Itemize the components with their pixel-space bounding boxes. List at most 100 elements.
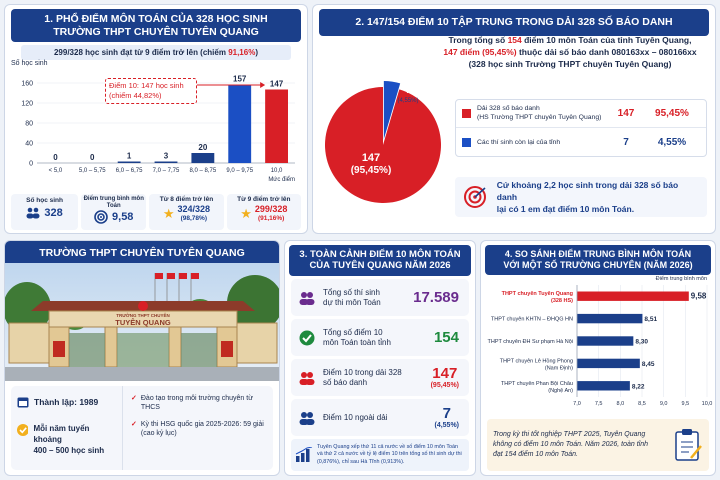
row-value-sub: (95,45%): [430, 381, 459, 389]
bar: [117, 161, 141, 163]
comparison-note: Trong kỳ thi tốt nghiệp THPT 2025, Tuyên…: [487, 419, 709, 471]
pie-label: 7: [406, 86, 411, 95]
x-tick-label: 9,0 – 9,75: [226, 168, 253, 174]
bar: [265, 89, 288, 163]
x-tick-label: 9,0: [660, 401, 668, 407]
row-value: 17.589: [413, 289, 459, 306]
people-icon: [299, 291, 315, 305]
intake-line1: Mỗi năm tuyển khoảng: [33, 424, 90, 444]
ranking-line3: (0,876%), chỉ sau Hà Tĩnh (0,913%).: [317, 458, 405, 465]
panel-score-distribution: 1. PHỔ ĐIỂM MÔN TOÁN CỦA 328 HỌC SINH TR…: [4, 4, 308, 234]
x-tick-label: 10,0: [702, 401, 713, 407]
row-label-sub: dự thi môn Toán: [323, 297, 381, 307]
gate-sign-small: TRƯỜNG THPT CHUYÊN: [116, 311, 170, 318]
calendar-icon: [17, 397, 29, 408]
x-tick-label: 8,0 – 8,75: [190, 168, 217, 174]
panel3-header: TRƯỜNG THPT CHUYÊN TUYÊN QUANG: [5, 241, 279, 266]
pie-slice: [325, 87, 441, 204]
stat-average-label: Điểm trung bình môn Toán: [83, 196, 144, 209]
y-tick-label-sub: (Nghệ An): [548, 388, 573, 394]
comparison-note-line1: Trong kỳ thi tốt nghiệp THPT 2025, Tuyên…: [493, 431, 646, 439]
x-tick-label: 8,5: [638, 401, 646, 407]
legend-pct: 95,45%: [655, 108, 689, 119]
intro-line1-num: 154: [507, 35, 522, 45]
people-icon: [26, 207, 40, 219]
pie-legend: Dải 328 số báo danh (HS Trường THPT chuyê…: [455, 99, 707, 157]
panel1-title-line1: 1. PHỔ ĐIỂM MÔN TOÁN CỦA 328 HỌC SINH: [44, 13, 268, 25]
bar: [577, 358, 640, 369]
comparison-note-line3: đạt 154 điểm 10 môn Toán.: [493, 450, 578, 458]
x-axis-label: Điểm trung bình môn: [656, 275, 707, 282]
founded-year: Thành lập: 1989: [34, 397, 99, 407]
check-icon: ✓: [131, 395, 137, 402]
legend-count: 7: [623, 136, 629, 148]
stat-average: Điểm trung bình môn Toán 9,58: [81, 194, 147, 230]
data-label: 8,45: [642, 361, 655, 368]
y-tick-label: 80: [25, 121, 33, 128]
check-icon: [17, 424, 29, 436]
summary-text: 299/328 học sinh đạt từ 9 điểm trở lên (…: [53, 48, 229, 58]
row-value: 154: [433, 329, 459, 346]
people-icon: [299, 411, 315, 425]
data-label: 0: [90, 153, 95, 162]
school-gate-illustration: TRƯỜNG THPT CHUYÊN TUYÊN QUANG: [5, 263, 279, 381]
summary-pct: 91,16%: [228, 48, 256, 58]
legend-text: Dải 328 số báo danh: [477, 104, 540, 112]
callout-arrowhead: [260, 82, 266, 88]
people-icon: [299, 371, 315, 385]
stat-8-plus-sub: (98,78%): [180, 214, 207, 222]
bar: [577, 336, 634, 346]
star-icon: ★: [162, 206, 175, 222]
x-tick-label: 9,5: [682, 401, 690, 407]
panel5-title-line2: VỚI MỘT SỐ TRƯỜNG CHUYÊN (NĂM 2026): [503, 259, 693, 270]
ranking-line2: và thứ 2 cả nước về tỷ lệ điểm 10 trên t…: [317, 451, 462, 458]
data-label: 20: [198, 143, 207, 152]
stat-students: Số học sinh 328: [11, 194, 79, 230]
intake-line2: 400 – 500 học sinh: [33, 445, 105, 455]
insight-box: Cứ khoảng 2,2 học sinh trong dải 328 số …: [455, 177, 707, 217]
target-icon: [94, 210, 108, 224]
comparison-note-line2: không có điểm 10 môn Toán. Năm 2026, toà…: [493, 441, 649, 449]
overview-row-total-candidates: Tổng số thí sinh dự thi môn Toán 17.589: [291, 279, 469, 316]
panel1-title-line2: TRƯỜNG THPT CHUYÊN TUYÊN QUANG: [53, 25, 259, 38]
check-icon: ✓: [131, 421, 137, 429]
x-tick-label: 8,0: [617, 401, 625, 407]
row-value: 7: [442, 404, 451, 422]
y-tick-label: THPT chuyên Tuyên Quang: [502, 291, 573, 297]
x-tick-label: 7,0 – 7,75: [153, 168, 180, 174]
data-label: 8,30: [635, 339, 648, 346]
row-label: Điểm 10 trong dải 328: [323, 367, 402, 377]
clipboard-icon: [675, 429, 702, 461]
y-tick-label: 40: [25, 141, 33, 148]
insight-line2: lại có 1 em đạt điểm 10 môn Toán.: [496, 204, 635, 215]
bar: [154, 161, 178, 163]
stat-8-plus-value: 324/328: [177, 204, 211, 214]
panel-overview: 3. TOÀN CẢNH ĐIỂM 10 MÔN TOÁN CỦA TUYÊN …: [284, 240, 476, 476]
pie-label: 147: [362, 152, 380, 164]
intro-line3: (328 học sinh Trường THPT chuyên Tuyên Q…: [468, 58, 672, 69]
bar-chart-icon: [295, 447, 313, 462]
ranking-note: Tuyên Quang xếp thứ 11 cả nước về số điể…: [291, 439, 469, 471]
panel4-title-line1: 3. TOÀN CẢNH ĐIỂM 10 MÔN TOÁN: [299, 249, 461, 260]
insight-line1: Cứ khoảng 2,2 học sinh trong dải 328 số …: [496, 179, 679, 202]
x-axis-label: Mức điểm: [268, 176, 295, 183]
row-label: Tổng số thí sinh: [323, 287, 380, 297]
school-bullet-2: Kỳ thi HSG quốc gia 2025-2026: 59 giải (…: [140, 421, 264, 438]
intro-line2-num: 147 điểm (95,45%): [443, 46, 517, 57]
panel-concentration: 2. 147/154 ĐIỂM 10 TẬP TRUNG TRONG DẢI 3…: [312, 4, 716, 234]
y-tick-label: 160: [21, 81, 33, 88]
legend-swatch: [462, 109, 471, 118]
stat-8-plus: Từ 8 điểm trở lên ★ 324/328 (98,78%): [149, 194, 224, 230]
target-icon: [464, 186, 486, 208]
row-label: Tổng số điểm 10: [323, 327, 383, 337]
school-comparison-chart: Điểm trung bình môn 7,0 7,5 8,0 8,5 9,0 9,5 10,…: [488, 275, 713, 407]
intro-line1-pre: Trong tổng số: [448, 35, 508, 45]
overview-row-out-range: Điểm 10 ngoài dải 7 (4,55%): [291, 399, 469, 436]
ranking-line1: Tuyên Quang xếp thứ 11 cả nước về số điể…: [317, 444, 459, 451]
data-label: 8,22: [632, 383, 645, 390]
pie-label: (4,55%): [397, 98, 418, 104]
concentration-pie-chart: 147(95,45%) 7 (4,55%): [325, 81, 441, 204]
stat-9-plus: Từ 9 điểm trở lên ★ 299/328 (91,16%): [226, 194, 301, 230]
school-bullet-1: Đào tạo trong môi trường chuyên từ THCS: [140, 395, 253, 412]
